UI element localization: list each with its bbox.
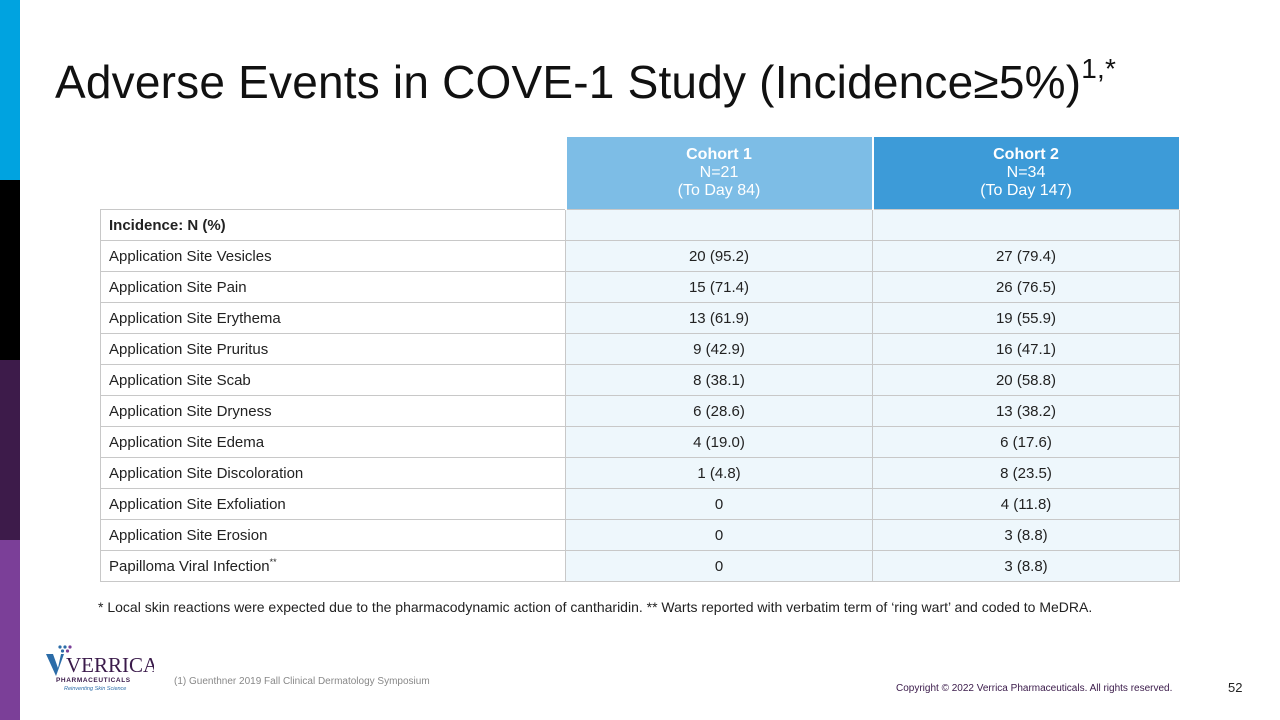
- group-empty-cell: [872, 209, 1180, 241]
- cohort-1-value: 8 (38.1): [565, 364, 873, 396]
- table-row: Application Site Scab 8 (38.1) 20 (58.8): [100, 364, 1180, 396]
- row-label: Application Site Dryness: [100, 395, 566, 427]
- slide-title: Adverse Events in COVE-1 Study (Incidenc…: [55, 52, 1117, 109]
- header-cohort-2: Cohort 2 N=34 (To Day 147): [872, 137, 1181, 210]
- cohort-2-name: Cohort 2: [993, 146, 1059, 163]
- table-row: Papilloma Viral Infection** 0 3 (8.8): [100, 550, 1180, 582]
- header-blank-cell: [100, 137, 567, 210]
- group-row: Incidence: N (%): [100, 209, 1180, 241]
- copyright-notice: Copyright © 2022 Verrica Pharmaceuticals…: [896, 683, 1173, 694]
- cohort-1-period: (To Day 84): [677, 182, 761, 199]
- cohort-1-value: 0: [565, 550, 873, 582]
- page-number: 52: [1228, 680, 1243, 695]
- table-row: Application Site Erosion 0 3 (8.8): [100, 519, 1180, 551]
- row-label: Application Site Edema: [100, 426, 566, 458]
- table-row: Application Site Discoloration 1 (4.8) 8 (…: [100, 457, 1180, 489]
- accent-segment-purple: [0, 540, 20, 720]
- cohort-2-value: 3 (8.8): [872, 550, 1180, 582]
- row-label: Application Site Erythema: [100, 302, 566, 334]
- cohort-1-value: 9 (42.9): [565, 333, 873, 365]
- cohort-1-value: 15 (71.4): [565, 271, 873, 303]
- cohort-2-value: 8 (23.5): [872, 457, 1180, 489]
- row-label: Application Site Exfoliation: [100, 488, 566, 520]
- row-label: Application Site Vesicles: [100, 240, 566, 272]
- cohort-1-value: 1 (4.8): [565, 457, 873, 489]
- verrica-logo: VERRICA PHARMACEUTICALS Reinventing Skin…: [44, 644, 159, 694]
- logo-mark-icon: VERRICA PHARMACEUTICALS Reinventing Skin…: [46, 645, 159, 692]
- row-label-superscript: **: [269, 557, 277, 567]
- row-label: Application Site Discoloration: [100, 457, 566, 489]
- cohort-1-value: 20 (95.2): [565, 240, 873, 272]
- title-superscript: 1,*: [1081, 52, 1117, 84]
- cohort-2-value: 3 (8.8): [872, 519, 1180, 551]
- row-label: Application Site Erosion: [100, 519, 566, 551]
- table-row: Application Site Pruritus 9 (42.9) 16 (47.…: [100, 333, 1180, 365]
- accent-segment-blue: [0, 0, 20, 180]
- row-label: Papilloma Viral Infection: [109, 558, 270, 575]
- cohort-2-value: 19 (55.9): [872, 302, 1180, 334]
- row-label-cell: Papilloma Viral Infection**: [100, 550, 566, 582]
- reference-citation: (1) Guenthner 2019 Fall Clinical Dermato…: [174, 676, 430, 687]
- header-cohort-1: Cohort 1 N=21 (To Day 84): [565, 137, 874, 210]
- cohort-1-value: 6 (28.6): [565, 395, 873, 427]
- logo-wordmark: VERRICA: [66, 653, 154, 677]
- cohort-2-period: (To Day 147): [980, 182, 1072, 199]
- adverse-events-table: Cohort 1 N=21 (To Day 84) Cohort 2 N=34 …: [100, 137, 1181, 582]
- table-header-row: Cohort 1 N=21 (To Day 84) Cohort 2 N=34 …: [100, 137, 1181, 210]
- table-row: Application Site Edema 4 (19.0) 6 (17.6): [100, 426, 1180, 458]
- left-accent-bar: [0, 0, 20, 720]
- cohort-2-n: N=34: [1006, 164, 1046, 181]
- row-label: Application Site Pain: [100, 271, 566, 303]
- row-label: Application Site Scab: [100, 364, 566, 396]
- cohort-2-value: 27 (79.4): [872, 240, 1180, 272]
- cohort-1-name: Cohort 1: [686, 146, 752, 163]
- table-row: Application Site Erythema 13 (61.9) 19 (55…: [100, 302, 1180, 334]
- cohort-2-value: 20 (58.8): [872, 364, 1180, 396]
- accent-segment-black: [0, 180, 20, 360]
- cohort-2-value: 4 (11.8): [872, 488, 1180, 520]
- cohort-1-n: N=21: [699, 164, 739, 181]
- cohort-2-value: 6 (17.6): [872, 426, 1180, 458]
- cohort-1-value: 4 (19.0): [565, 426, 873, 458]
- cohort-2-value: 26 (76.5): [872, 271, 1180, 303]
- logo-tagline: Reinventing Skin Science: [64, 686, 126, 692]
- cohort-2-value: 13 (38.2): [872, 395, 1180, 427]
- group-empty-cell: [565, 209, 873, 241]
- logo-subtitle: PHARMACEUTICALS: [56, 677, 131, 684]
- table-row: Application Site Exfoliation 0 4 (11.8): [100, 488, 1180, 520]
- cohort-1-value: 0: [565, 488, 873, 520]
- cohort-2-value: 16 (47.1): [872, 333, 1180, 365]
- table-row: Application Site Vesicles 20 (95.2) 27 (79…: [100, 240, 1180, 272]
- cohort-1-value: 0: [565, 519, 873, 551]
- table-row: Application Site Dryness 6 (28.6) 13 (38.2…: [100, 395, 1180, 427]
- cohort-1-value: 13 (61.9): [565, 302, 873, 334]
- accent-segment-dark-purple: [0, 360, 20, 540]
- slide-title-text: Adverse Events in COVE-1 Study (Incidenc…: [55, 56, 1082, 108]
- group-label: Incidence: N (%): [100, 209, 566, 241]
- table-row: Application Site Pain 15 (71.4) 26 (76.5): [100, 271, 1180, 303]
- row-label: Application Site Pruritus: [100, 333, 566, 365]
- footnote: * Local skin reactions were expected due…: [98, 599, 1093, 615]
